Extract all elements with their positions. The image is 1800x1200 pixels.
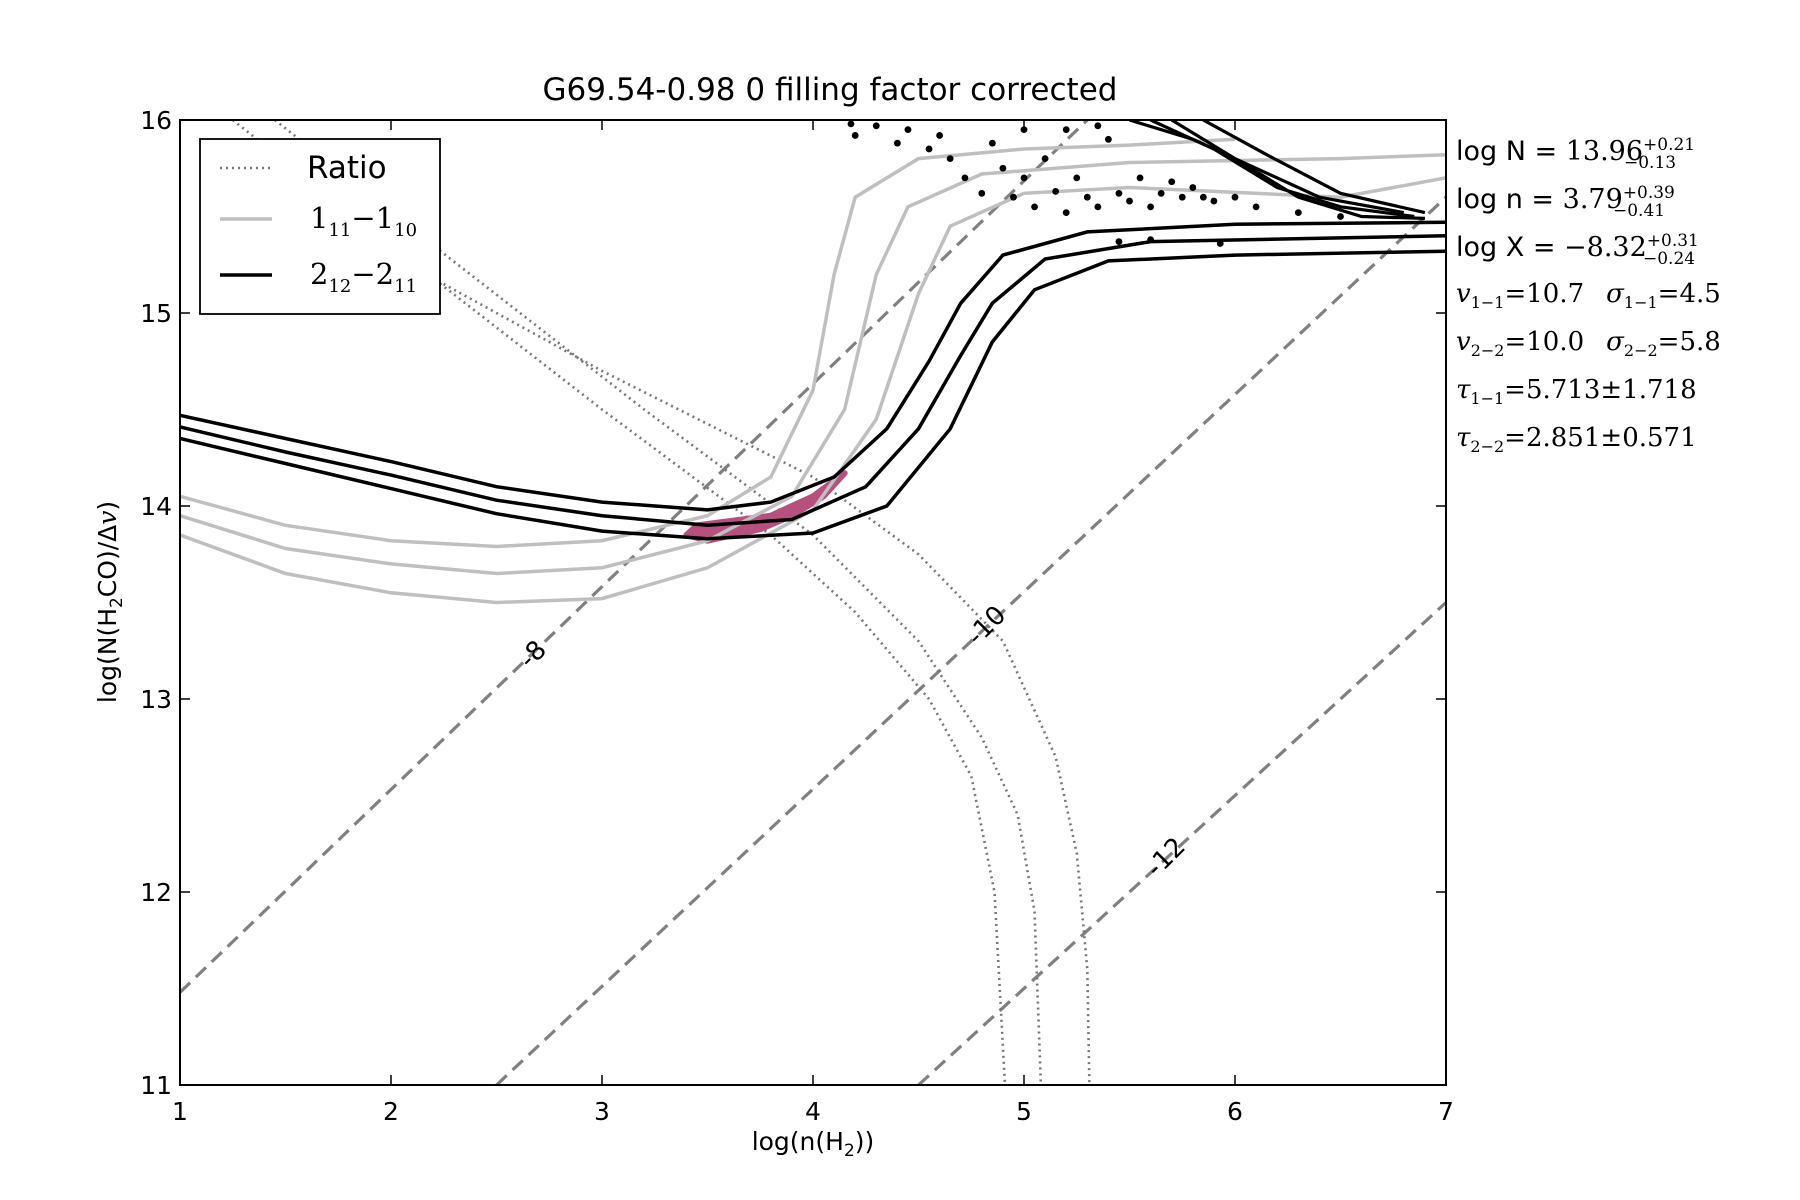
scatter-point: [1252, 203, 1260, 211]
mcmc-scatter: [847, 120, 1344, 247]
scatter-point: [1126, 197, 1133, 205]
scatter-point: [1147, 236, 1154, 244]
x-tick-label: 6: [1227, 1097, 1243, 1126]
annotation-log-n-dens: log n = 3.79+0.39: [1456, 183, 1675, 215]
abundance-labels: -8-10-12: [513, 600, 1191, 883]
scatter-point: [988, 139, 996, 147]
scatter-point: [1136, 174, 1144, 182]
scatter-point: [872, 122, 880, 130]
scatter-point: [1083, 193, 1091, 201]
line-22-contours: [180, 120, 1446, 541]
annotation-log-n-col-sub: −0.13: [1624, 153, 1676, 173]
fit-annotations: log N = 13.96+0.21 −0.13 log n = 3.79+0.…: [1456, 135, 1721, 456]
annotation-v22: v2−2=10.0 σ2−2=5.8: [1456, 327, 1721, 360]
scatter-point: [1294, 209, 1302, 217]
scatter-point: [999, 164, 1007, 172]
scatter-point: [1157, 189, 1165, 197]
line-11-contour-0: [180, 137, 1236, 549]
x-tick-label: 4: [805, 1097, 821, 1126]
ratio-contours: [231, 120, 1091, 1085]
x-tick-label: 1: [172, 1097, 188, 1126]
scatter-point: [904, 126, 912, 134]
scatter-point: [961, 174, 969, 182]
abundance-line-0: [180, 120, 1089, 994]
scatter-point: [847, 120, 855, 128]
scatter-point: [1010, 193, 1017, 201]
scatter-point: [1105, 135, 1112, 143]
scatter-point: [1189, 184, 1197, 191]
line-22-contour-1: [180, 234, 1446, 528]
line-22-contour-0: [180, 220, 1446, 512]
scatter-point: [1210, 197, 1218, 205]
scatter-point: [1020, 174, 1028, 182]
scatter-point: [1231, 193, 1239, 201]
scatter-point: [1115, 189, 1123, 197]
line-22-upper-contour-1: [1149, 120, 1415, 219]
ratio-contour-2: [390, 253, 1091, 1085]
scatter-point: [1031, 203, 1038, 211]
x-axis-label: log(n(H2)): [752, 1127, 875, 1161]
ratio-contour-0: [231, 120, 1007, 1085]
legend-line-22-label: 212−211: [310, 257, 417, 297]
scatter-point: [925, 145, 933, 153]
ratio-contour-1: [274, 120, 1043, 1085]
x-tick-label: 7: [1438, 1097, 1454, 1126]
annotation-log-x-sub: −0.24: [1643, 249, 1695, 269]
scatter-point: [1073, 174, 1081, 182]
y-tick-label: 11: [140, 1071, 172, 1100]
line-11-contour-2: [180, 176, 1446, 605]
line-11-contour-1: [180, 152, 1446, 576]
scatter-point: [1062, 126, 1070, 134]
annotation-tau22: τ2−2=2.851±0.571: [1456, 423, 1697, 456]
legend: Ratio 111−110 212−211: [199, 138, 441, 315]
x-tick-label: 3: [594, 1097, 610, 1126]
annotation-log-x: log X = −8.32+0.31: [1456, 231, 1699, 263]
y-tick-label: 13: [140, 685, 172, 714]
scatter-point: [978, 189, 986, 197]
line-22-upper-contour-0: [1129, 120, 1405, 215]
y-tick-label: 12: [140, 878, 172, 907]
y-axis-label: log(N(H2CO)/Δv): [93, 501, 127, 703]
abundance-line-2: [917, 601, 1446, 1085]
line-22-contour-2: [180, 249, 1446, 541]
y-tick-label: 16: [140, 106, 172, 135]
scatter-point: [1337, 213, 1344, 220]
annotation-log-n-col: log N = 13.96+0.21: [1456, 135, 1695, 167]
scatter-point: [1062, 209, 1070, 217]
line-11-contours: [180, 137, 1446, 605]
annotation-v11: v1−1=10.7 σ1−1=4.5: [1456, 279, 1721, 312]
legend-line-11-label: 111−110: [310, 201, 417, 241]
scatter-point: [1052, 188, 1060, 195]
x-tick-label: 5: [1016, 1097, 1032, 1126]
scatter-point: [1168, 178, 1176, 186]
scatter-point: [894, 139, 901, 147]
line-22-upper-contour-2: [1170, 120, 1425, 220]
annotation-tau11: τ1−1=5.713±1.718: [1456, 375, 1697, 408]
line-22-upper-contour-3: [1202, 120, 1426, 215]
scatter-point: [936, 132, 943, 139]
scatter-point: [1115, 238, 1123, 245]
scatter-point: [1199, 193, 1207, 201]
scatter-point: [851, 132, 859, 139]
chart-title: G69.54-0.98 0 filling factor corrected: [543, 72, 1118, 108]
legend-ratio-label: Ratio: [307, 150, 387, 186]
scatter-point: [1147, 203, 1154, 211]
scatter-point: [1094, 122, 1102, 130]
abundance-lines: [180, 120, 1446, 1085]
abundance-line-1: [495, 196, 1446, 1085]
scatter-point: [1178, 193, 1186, 201]
scatter-point: [1094, 203, 1102, 211]
scatter-point: [1216, 240, 1224, 247]
annotation-log-n-dens-sub: −0.41: [1613, 201, 1665, 221]
y-tick-label: 14: [140, 492, 172, 521]
scatter-point: [1041, 155, 1049, 163]
scatter-point: [946, 155, 954, 163]
x-tick-label: 2: [383, 1097, 399, 1126]
y-tick-label: 15: [140, 299, 172, 328]
